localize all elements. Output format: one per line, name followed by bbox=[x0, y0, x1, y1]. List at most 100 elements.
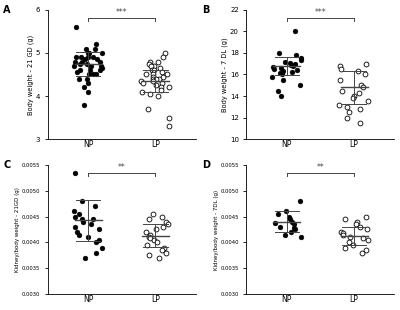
Text: B: B bbox=[202, 5, 210, 15]
Point bbox=[72, 170, 78, 175]
Point bbox=[79, 199, 85, 204]
Point bbox=[90, 72, 96, 77]
Point bbox=[355, 69, 361, 74]
Point bbox=[156, 255, 162, 260]
Point bbox=[269, 74, 276, 79]
Point bbox=[94, 57, 100, 62]
Point bbox=[297, 199, 303, 204]
Point bbox=[338, 88, 345, 93]
Text: C: C bbox=[4, 160, 11, 170]
Point bbox=[86, 51, 92, 55]
Point bbox=[356, 90, 362, 95]
Point bbox=[147, 236, 154, 241]
Point bbox=[144, 242, 150, 247]
Point bbox=[166, 115, 172, 120]
Point bbox=[146, 232, 153, 237]
Point bbox=[166, 85, 172, 90]
Point bbox=[158, 87, 164, 92]
Point bbox=[354, 219, 360, 224]
Point bbox=[140, 81, 146, 86]
Point bbox=[158, 214, 165, 219]
Point bbox=[72, 214, 78, 219]
Point bbox=[282, 209, 289, 214]
Point bbox=[158, 81, 165, 86]
Point bbox=[364, 99, 371, 104]
Point bbox=[298, 58, 304, 63]
Point bbox=[72, 24, 79, 29]
Point bbox=[276, 51, 282, 55]
Point bbox=[286, 214, 292, 219]
Point bbox=[336, 78, 343, 82]
Point bbox=[337, 63, 344, 68]
Point bbox=[166, 124, 172, 129]
Point bbox=[278, 94, 285, 99]
Point bbox=[85, 81, 91, 86]
Point bbox=[147, 59, 153, 64]
Y-axis label: Body weight - 21 GD (g): Body weight - 21 GD (g) bbox=[28, 34, 34, 115]
Point bbox=[139, 89, 146, 94]
Point bbox=[360, 236, 366, 241]
Point bbox=[280, 78, 286, 82]
Point bbox=[76, 232, 82, 237]
Point bbox=[290, 63, 296, 68]
Point bbox=[340, 231, 346, 236]
Point bbox=[153, 227, 159, 232]
Point bbox=[81, 102, 88, 107]
Point bbox=[297, 83, 303, 88]
Point bbox=[82, 255, 88, 260]
Point bbox=[74, 230, 80, 235]
Point bbox=[96, 227, 102, 232]
Point bbox=[96, 237, 102, 242]
Text: ***: *** bbox=[116, 8, 128, 17]
Point bbox=[93, 42, 100, 47]
Point bbox=[162, 51, 169, 55]
Point bbox=[291, 225, 298, 230]
Text: **: ** bbox=[316, 163, 324, 172]
Point bbox=[351, 94, 358, 99]
Point bbox=[93, 240, 99, 245]
Point bbox=[144, 106, 151, 111]
Point bbox=[150, 211, 156, 216]
Point bbox=[76, 61, 83, 66]
Point bbox=[83, 46, 90, 51]
Point bbox=[92, 72, 99, 77]
Point bbox=[280, 69, 286, 74]
Y-axis label: Kidney/body weight - 21GD (g): Kidney/body weight - 21GD (g) bbox=[15, 187, 20, 272]
Point bbox=[150, 76, 156, 81]
Point bbox=[150, 78, 156, 83]
Point bbox=[338, 230, 344, 235]
Point bbox=[143, 72, 149, 77]
Point bbox=[84, 76, 90, 81]
Point bbox=[363, 214, 369, 219]
Point bbox=[163, 219, 169, 224]
Point bbox=[282, 59, 289, 64]
Point bbox=[146, 61, 152, 66]
Point bbox=[274, 211, 281, 216]
Point bbox=[76, 76, 83, 81]
Point bbox=[287, 217, 294, 222]
Point bbox=[350, 96, 357, 101]
Point bbox=[338, 67, 344, 72]
Point bbox=[79, 219, 86, 224]
Point bbox=[357, 106, 364, 111]
Point bbox=[344, 115, 351, 120]
Point bbox=[359, 250, 365, 255]
Point bbox=[155, 94, 162, 99]
Point bbox=[97, 68, 104, 73]
Point bbox=[160, 55, 167, 60]
Point bbox=[164, 72, 171, 77]
Point bbox=[363, 248, 369, 253]
Point bbox=[153, 76, 159, 81]
Point bbox=[74, 70, 80, 75]
Point bbox=[86, 72, 92, 77]
Text: A: A bbox=[4, 5, 11, 15]
Y-axis label: Kidney/body weight - 7DL (g): Kidney/body weight - 7DL (g) bbox=[214, 189, 219, 269]
Point bbox=[153, 83, 159, 88]
Point bbox=[150, 72, 156, 77]
Point bbox=[72, 59, 78, 64]
Point bbox=[289, 70, 295, 75]
Point bbox=[340, 232, 346, 237]
Point bbox=[357, 120, 363, 125]
Point bbox=[84, 61, 90, 66]
Point bbox=[364, 227, 370, 232]
